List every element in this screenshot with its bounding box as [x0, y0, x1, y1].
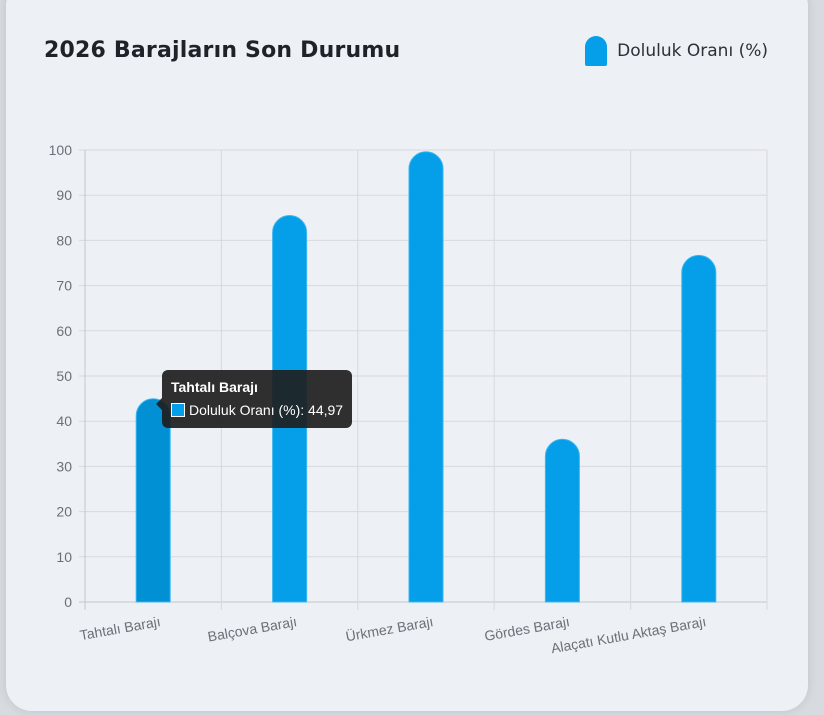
- tooltip-title: Tahtalı Barajı: [171, 379, 258, 395]
- y-tick-label: 80: [56, 232, 72, 248]
- tooltip-row: Doluluk Oranı (%): 44,97: [171, 400, 343, 420]
- legend-swatch: [585, 36, 608, 66]
- y-tick-label: 40: [56, 413, 72, 429]
- y-tick-label: 30: [56, 458, 72, 474]
- legend-label: Doluluk Oranı (%): [617, 41, 768, 61]
- y-tick-label: 100: [49, 142, 73, 158]
- tooltip-caret: [156, 398, 162, 410]
- y-tick-label: 60: [56, 323, 72, 339]
- bar[interactable]: [681, 254, 717, 603]
- bar[interactable]: [544, 438, 580, 603]
- x-tick-label: Tahtalı Barajı: [78, 613, 161, 643]
- bar[interactable]: [135, 398, 171, 603]
- x-tick-label: Alaçatı Kutlu Aktaş Barajı: [550, 613, 708, 656]
- tooltip-text: Doluluk Oranı (%): 44,97: [189, 402, 344, 418]
- y-tick-label: 20: [56, 504, 72, 520]
- y-tick-label: 0: [64, 594, 72, 610]
- tooltip-swatch: [171, 403, 185, 417]
- y-tick-label: 50: [56, 368, 72, 384]
- y-tick-label: 70: [56, 278, 72, 294]
- x-tick-label: Balçova Barajı: [206, 613, 298, 644]
- bar[interactable]: [408, 151, 444, 603]
- y-tick-label: 10: [56, 549, 72, 565]
- tooltip: Tahtalı Barajı Doluluk Oranı (%): 44,97: [162, 370, 353, 428]
- legend[interactable]: Doluluk Oranı (%): [585, 36, 768, 66]
- chart-title: 2026 Barajların Son Durumu: [44, 38, 401, 63]
- y-tick-label: 90: [56, 187, 72, 203]
- x-tick-label: Ürkmez Barajı: [344, 612, 434, 644]
